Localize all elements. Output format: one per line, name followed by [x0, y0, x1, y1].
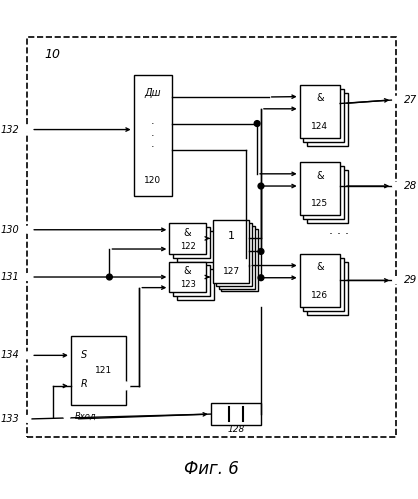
Bar	[177, 231, 214, 261]
Circle shape	[24, 352, 31, 359]
Text: 10: 10	[45, 47, 61, 60]
Bar	[307, 170, 348, 223]
Text: 27: 27	[404, 95, 417, 105]
Bar	[169, 261, 206, 292]
Bar	[307, 93, 348, 146]
Text: 131: 131	[1, 272, 20, 282]
Text: &: &	[316, 93, 324, 103]
Text: 121: 121	[94, 366, 112, 375]
Text: ·
·
·: · · ·	[151, 119, 155, 152]
Circle shape	[254, 121, 260, 126]
Bar	[169, 223, 206, 254]
Text: 28: 28	[404, 181, 417, 191]
Bar	[177, 269, 214, 300]
Bar	[173, 265, 210, 296]
Circle shape	[24, 416, 31, 422]
Text: 1: 1	[227, 231, 234, 241]
Text: 126: 126	[311, 291, 329, 300]
Bar	[216, 223, 252, 286]
Circle shape	[24, 227, 31, 233]
Text: 125: 125	[311, 199, 329, 208]
Text: Фиг. 6: Фиг. 6	[184, 460, 239, 478]
Text: 120: 120	[144, 176, 161, 185]
Text: 122: 122	[180, 242, 196, 250]
Bar	[300, 254, 340, 307]
Bar	[173, 227, 210, 257]
Circle shape	[393, 183, 400, 190]
Circle shape	[393, 277, 400, 284]
Circle shape	[24, 126, 31, 133]
Circle shape	[122, 382, 130, 390]
Text: &: &	[184, 266, 191, 276]
Circle shape	[258, 275, 264, 280]
Text: 127: 127	[222, 267, 240, 276]
Bar	[71, 336, 126, 405]
Text: &: &	[184, 228, 191, 238]
Text: S: S	[81, 350, 87, 360]
Text: Вход: Вход	[75, 412, 96, 421]
Bar	[28, 36, 396, 437]
Bar	[300, 162, 340, 215]
Circle shape	[107, 274, 112, 280]
Bar	[219, 226, 255, 288]
Bar	[134, 75, 172, 196]
Text: &: &	[316, 262, 324, 272]
Bar	[300, 85, 340, 138]
Bar	[222, 229, 258, 291]
Text: 132: 132	[1, 125, 20, 135]
Bar	[213, 220, 250, 283]
Bar	[211, 404, 261, 425]
Bar	[303, 89, 344, 142]
Bar	[307, 261, 348, 315]
Text: R: R	[81, 379, 88, 389]
Text: 128: 128	[227, 425, 245, 434]
Text: 130: 130	[1, 225, 20, 235]
Text: 29: 29	[404, 275, 417, 285]
Bar	[303, 166, 344, 219]
Bar	[303, 257, 344, 311]
Text: &: &	[316, 171, 324, 181]
Text: 133: 133	[1, 414, 20, 424]
Circle shape	[24, 273, 31, 280]
Circle shape	[64, 414, 70, 420]
Text: 123: 123	[180, 280, 196, 289]
Text: 134: 134	[1, 350, 20, 360]
Text: Дш: Дш	[145, 88, 161, 98]
Text: · · ·: · · ·	[329, 228, 349, 241]
Circle shape	[258, 249, 264, 254]
Circle shape	[393, 96, 400, 103]
Text: 124: 124	[311, 122, 329, 131]
Circle shape	[258, 183, 264, 189]
